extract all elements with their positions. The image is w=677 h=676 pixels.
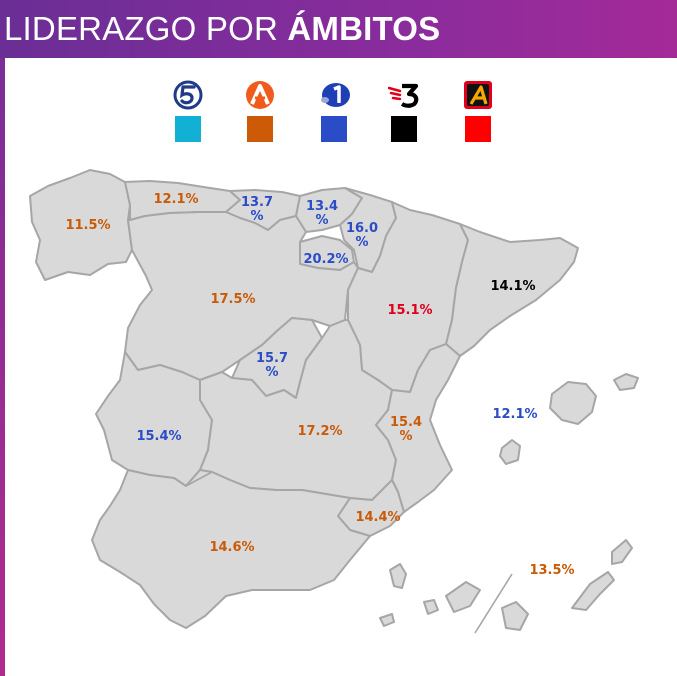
legend-item-antena3 [240, 80, 280, 142]
tv3-logo-icon [388, 83, 419, 108]
legend-item-la1 [314, 80, 354, 142]
border-lines [109, 471, 213, 507]
telecinco-5-logo-icon [173, 80, 203, 110]
label-galicia: 11.5% [65, 218, 110, 233]
antena3-logo-icon [246, 81, 274, 109]
region-baleares-mallorca[interactable] [549, 381, 597, 425]
region-canarias-hierro[interactable] [379, 613, 395, 627]
region-canarias-lapalma[interactable] [389, 563, 407, 589]
region-canarias-gomera[interactable] [423, 599, 439, 615]
label-murcia: 14.4% [355, 510, 400, 525]
left-accent-bar [0, 58, 5, 676]
label-extremadura: 15.4% [136, 429, 181, 444]
region-canarias-fuerteventura[interactable] [571, 571, 615, 611]
region-baleares-menorca[interactable] [613, 373, 639, 391]
region-canarias-tenerife[interactable] [445, 581, 481, 613]
region-canarias-lanzarote[interactable] [611, 539, 633, 565]
label-valencia: 15.4% [390, 415, 422, 444]
legend-item-autonomica [458, 80, 498, 142]
label-pais-vasco: 13.4% [306, 199, 338, 228]
region-andalucia[interactable] [91, 469, 371, 629]
title-light: LIDERAZGO POR [4, 10, 288, 47]
antena3-swatch [247, 116, 273, 142]
tv3-swatch [391, 116, 417, 142]
telecinco-swatch [175, 116, 201, 142]
autonomica-logo-icon [464, 81, 492, 109]
label-madrid: 15.7% [256, 351, 288, 380]
legend-item-tv3 [384, 80, 424, 142]
label-andalucia: 14.6% [209, 540, 254, 555]
autonomica-swatch [465, 116, 491, 142]
label-canarias: 13.5% [529, 563, 574, 578]
region-canarias-grancanaria[interactable] [501, 601, 529, 631]
page-title: LIDERAZGO POR ÁMBITOS [4, 10, 440, 48]
label-castilla-leon: 17.5% [210, 292, 255, 307]
header-banner: LIDERAZGO POR ÁMBITOS [0, 0, 677, 58]
label-cantabria: 13.7% [241, 195, 273, 224]
canarias-separator [474, 573, 513, 634]
region-cataluna[interactable] [445, 223, 579, 357]
la1-swatch [321, 116, 347, 142]
label-la-rioja: 20.2% [303, 252, 348, 267]
region-baleares-ibiza[interactable] [499, 439, 521, 465]
label-baleares: 12.1% [492, 407, 537, 422]
label-asturias: 12.1% [153, 192, 198, 207]
label-castilla-la-mancha: 17.2% [297, 424, 342, 439]
legend-item-telecinco [168, 80, 208, 142]
la1-logo-icon [321, 83, 350, 107]
title-bold: ÁMBITOS [287, 10, 441, 47]
region-galicia[interactable] [29, 169, 133, 281]
label-navarra: 16.0% [346, 221, 378, 250]
channel-legend [0, 80, 677, 150]
label-aragon: 15.1% [387, 303, 432, 318]
region-valencia[interactable] [375, 343, 461, 513]
label-cataluna: 14.1% [490, 279, 535, 294]
